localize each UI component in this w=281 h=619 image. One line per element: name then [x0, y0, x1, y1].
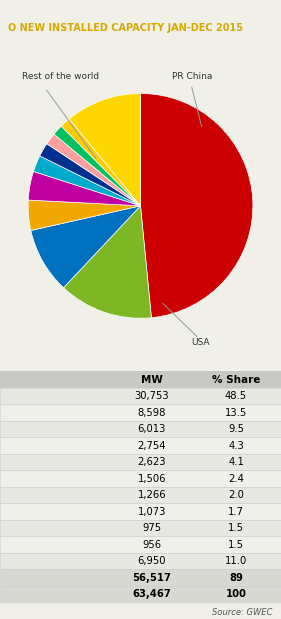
Text: PR China: PR China [172, 72, 212, 81]
Text: 48.5: 48.5 [225, 391, 247, 401]
Bar [0, 553, 281, 569]
Bar [0, 404, 281, 421]
Wedge shape [69, 93, 140, 206]
Bar [0, 388, 281, 404]
Bar [0, 569, 281, 586]
Text: 8,598: 8,598 [138, 408, 166, 418]
Wedge shape [47, 134, 140, 206]
Text: O NEW INSTALLED CAPACITY JAN-DEC 2015: O NEW INSTALLED CAPACITY JAN-DEC 2015 [8, 22, 243, 33]
Wedge shape [61, 119, 140, 206]
Wedge shape [33, 156, 140, 206]
Text: 2,754: 2,754 [137, 441, 166, 451]
Text: 9.5: 9.5 [228, 424, 244, 434]
Text: 1.5: 1.5 [228, 540, 244, 550]
Wedge shape [40, 144, 140, 206]
Text: 11.0: 11.0 [225, 556, 247, 566]
Bar [0, 586, 281, 602]
Bar [0, 537, 281, 553]
Text: Rest of the world: Rest of the world [22, 72, 99, 81]
Bar [0, 470, 281, 487]
Text: MW: MW [141, 374, 163, 384]
Text: 956: 956 [142, 540, 161, 550]
Text: 56,517: 56,517 [132, 573, 171, 582]
Text: Source: GWEC: Source: GWEC [212, 607, 273, 617]
Text: 30,753: 30,753 [134, 391, 169, 401]
Wedge shape [28, 171, 140, 206]
Wedge shape [54, 126, 140, 206]
Wedge shape [31, 206, 140, 288]
Text: 100: 100 [226, 589, 246, 599]
Text: 1,266: 1,266 [137, 490, 166, 500]
Text: 6,013: 6,013 [138, 424, 166, 434]
Bar [0, 454, 281, 470]
Text: 89: 89 [229, 573, 243, 582]
Text: 1.7: 1.7 [228, 507, 244, 517]
Text: 2.0: 2.0 [228, 490, 244, 500]
Bar [0, 487, 281, 503]
Bar [0, 520, 281, 537]
Text: 1,506: 1,506 [137, 474, 166, 483]
Text: 13.5: 13.5 [225, 408, 247, 418]
Wedge shape [28, 200, 140, 230]
Text: 4.1: 4.1 [228, 457, 244, 467]
Text: 1.5: 1.5 [228, 523, 244, 533]
Text: USA: USA [192, 339, 210, 347]
Text: 2,623: 2,623 [137, 457, 166, 467]
Text: 63,467: 63,467 [132, 589, 171, 599]
Text: 975: 975 [142, 523, 161, 533]
Bar [0, 503, 281, 520]
Text: 6,950: 6,950 [137, 556, 166, 566]
Text: % Share: % Share [212, 374, 260, 384]
Text: 1,073: 1,073 [138, 507, 166, 517]
Text: 2.4: 2.4 [228, 474, 244, 483]
Bar [0, 438, 281, 454]
Text: 4.3: 4.3 [228, 441, 244, 451]
Bar [0, 371, 281, 388]
Bar [0, 421, 281, 438]
Wedge shape [64, 206, 151, 318]
Wedge shape [140, 93, 253, 318]
